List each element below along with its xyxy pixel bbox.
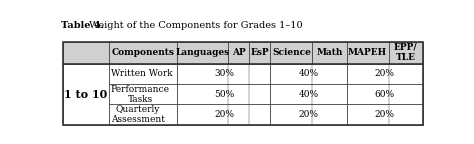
Text: Performance
Tasks: Performance Tasks <box>110 85 170 104</box>
Text: 40%: 40% <box>299 69 319 78</box>
Text: 1 to 10: 1 to 10 <box>64 89 108 100</box>
Text: Written Work: Written Work <box>110 69 172 78</box>
Bar <box>177 64 271 84</box>
Bar <box>63 42 109 64</box>
Text: Quarterly
Assessment: Quarterly Assessment <box>110 105 164 124</box>
Text: Math: Math <box>316 48 343 57</box>
Bar <box>346 42 389 64</box>
Bar <box>346 104 423 125</box>
Bar <box>228 42 249 64</box>
Text: 50%: 50% <box>214 90 234 99</box>
Bar <box>63 64 109 125</box>
Bar <box>109 64 177 84</box>
Bar <box>109 84 177 104</box>
Bar <box>346 64 423 84</box>
Text: EPP/
TLE: EPP/ TLE <box>394 43 418 62</box>
Bar <box>271 64 346 84</box>
Text: 60%: 60% <box>375 90 395 99</box>
Text: 20%: 20% <box>375 110 395 119</box>
Text: Weight of the Components for Grades 1–10: Weight of the Components for Grades 1–10 <box>86 21 303 30</box>
Bar <box>271 42 312 64</box>
Bar <box>389 42 423 64</box>
Bar <box>177 42 228 64</box>
Bar <box>63 42 423 125</box>
Bar <box>312 42 346 64</box>
Text: Table 4.: Table 4. <box>61 21 104 30</box>
Bar <box>177 104 271 125</box>
Text: 40%: 40% <box>299 90 319 99</box>
Bar <box>271 84 346 104</box>
Text: AP: AP <box>232 48 246 57</box>
Text: 20%: 20% <box>299 110 319 119</box>
Bar <box>249 42 271 64</box>
Text: 20%: 20% <box>375 69 395 78</box>
Text: Science: Science <box>272 48 311 57</box>
Bar <box>271 104 346 125</box>
Bar <box>109 104 177 125</box>
Bar <box>346 84 423 104</box>
Bar <box>109 42 177 64</box>
Text: MAPEH: MAPEH <box>348 48 387 57</box>
Text: 20%: 20% <box>214 110 234 119</box>
Text: Languages: Languages <box>176 48 230 57</box>
Text: EsP: EsP <box>251 48 269 57</box>
Text: 30%: 30% <box>214 69 234 78</box>
Text: Components: Components <box>112 48 175 57</box>
Bar <box>177 84 271 104</box>
